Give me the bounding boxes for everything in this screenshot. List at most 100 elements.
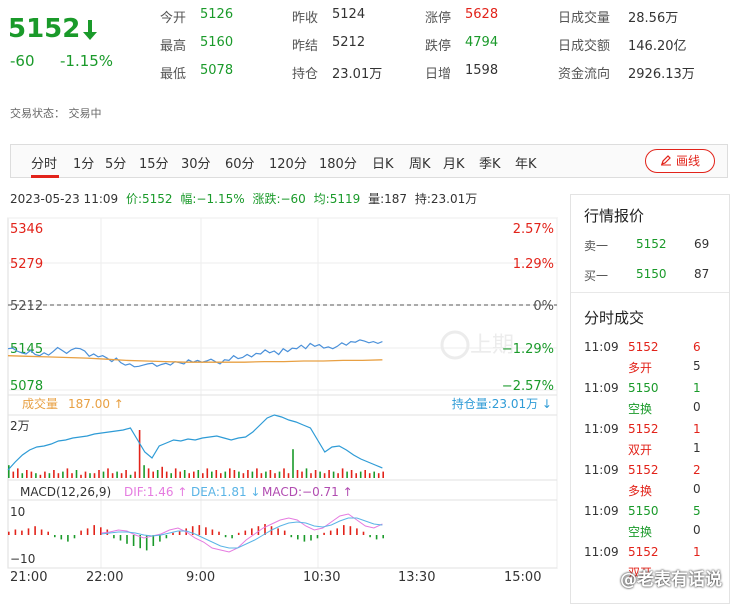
volume-bar	[53, 470, 55, 478]
volume-bar	[44, 471, 46, 478]
macd-axis-bottom: −10	[10, 552, 35, 566]
macd-histogram-bar	[237, 532, 240, 535]
volume-axis-label: 2万	[10, 419, 30, 433]
macd-histogram-bar	[264, 524, 266, 535]
trade-volume: 5	[693, 504, 701, 518]
volume-bar	[337, 473, 339, 478]
tab-period[interactable]: 1分	[73, 157, 95, 172]
macd-histogram-bar	[211, 529, 214, 535]
price-axis-label: 5078	[10, 379, 43, 394]
macd-histogram-bar	[159, 535, 161, 542]
buy1-price: 5150	[636, 267, 667, 281]
volume-bar	[287, 473, 290, 478]
average-price-line	[7, 355, 383, 363]
macd-histogram-bar	[369, 535, 371, 538]
stat-value: 5124	[332, 7, 366, 22]
trade-time: 11:09	[584, 545, 619, 559]
macd-histogram-bar	[244, 530, 247, 535]
stat-value: 28.56万	[628, 11, 679, 26]
info-volume: 量:187	[368, 192, 408, 206]
stat-label: 资金流向	[558, 67, 611, 82]
info-price: 价:5152	[125, 192, 173, 206]
volume-bar	[84, 471, 87, 478]
volume-bar	[283, 468, 285, 478]
trade-status: 交易状态： 交易中	[10, 107, 102, 120]
volume-bar	[211, 471, 213, 478]
volume-bar	[111, 473, 114, 478]
trade-type: 双开	[628, 566, 653, 580]
volume-bar	[328, 470, 330, 478]
down-arrow-icon	[83, 20, 97, 40]
volume-bar	[147, 468, 150, 478]
macd-histogram-bar	[34, 526, 36, 535]
trade-price: 5152	[628, 545, 659, 559]
macd-histogram-bar	[323, 532, 325, 535]
tab-period[interactable]: 季K	[479, 157, 501, 172]
price-axis-label: 5346	[10, 222, 43, 237]
volume-bar	[57, 473, 60, 478]
trade-type: 双开	[628, 443, 653, 457]
macd-histogram-bar	[119, 535, 122, 541]
percent-axis-label: −2.57%	[502, 379, 554, 394]
volume-bar	[301, 471, 303, 478]
draw-line-label: 画线	[675, 154, 700, 168]
volume-bar	[134, 471, 136, 478]
volume-bar	[350, 470, 353, 478]
tab-period[interactable]: 年K	[515, 157, 537, 172]
quote-panel-title: 行情报价	[584, 207, 645, 225]
volume-bar	[174, 468, 177, 478]
tab-period[interactable]: 15分	[139, 157, 169, 172]
stat-value: 5078	[200, 63, 234, 78]
price-line	[7, 339, 383, 368]
tab-period[interactable]: 月K	[443, 157, 465, 172]
tab-period[interactable]: 60分	[225, 157, 255, 172]
volume-bar	[30, 471, 33, 478]
draw-line-button[interactable]: 画线	[645, 149, 715, 173]
tab-period[interactable]: 日K	[372, 157, 394, 172]
trade-time: 11:09	[584, 463, 619, 477]
stat-label: 涨停	[425, 11, 452, 26]
active-tab-indicator	[31, 175, 59, 178]
tab-period[interactable]: 120分	[269, 157, 307, 172]
macd-histogram-bar	[172, 532, 174, 535]
pen-icon	[660, 151, 672, 173]
volume-bar	[238, 471, 240, 478]
time-tick-label: 13:30	[398, 570, 436, 585]
macd-histogram-bar	[277, 528, 279, 535]
price-axis-label: 5145	[10, 342, 43, 357]
volume-value: 187.00 ↑	[68, 397, 124, 411]
tab-period[interactable]: 5分	[105, 157, 127, 172]
volume-bar	[310, 473, 312, 478]
quote-panel: 行情报价 卖一 5152 69 买一 5150 87 分时成交 11:09 515…	[570, 194, 730, 604]
tab-period[interactable]: 周K	[409, 157, 431, 172]
trade-type: 多开	[628, 361, 653, 375]
trade-type: 空换	[628, 525, 653, 539]
volume-bar	[21, 473, 24, 478]
volume-bar	[346, 471, 348, 478]
tab-period[interactable]: 分时	[31, 157, 58, 172]
macd-histogram-bar	[139, 535, 141, 549]
macd-histogram-bar	[191, 526, 194, 535]
volume-bar	[341, 468, 344, 478]
tab-period[interactable]: 180分	[319, 157, 357, 172]
volume-bar	[179, 471, 181, 478]
macd-histogram-bar	[283, 530, 286, 535]
percent-axis-label: −1.29%	[502, 342, 554, 357]
info-average: 均:5119	[313, 192, 361, 206]
trade-oi-change: 0	[693, 400, 701, 414]
volume-bar	[364, 470, 366, 478]
macd-histogram-bar	[27, 528, 30, 535]
volume-bar	[220, 473, 222, 478]
macd-histogram-bar	[132, 535, 135, 546]
tab-period[interactable]: 30分	[181, 157, 211, 172]
volume-bar	[314, 470, 317, 478]
price-axis-label: 5279	[10, 257, 43, 272]
sell1-label: 卖一	[584, 239, 609, 253]
volume-bar	[233, 470, 236, 478]
macd-histogram-bar	[8, 531, 10, 535]
volume-bar	[229, 468, 231, 478]
trade-type: 空换	[628, 402, 653, 416]
cursor-info-line: 2023-05-23 11:09 价:5152 幅:−1.15% 涨跌:−60 …	[10, 190, 477, 207]
volume-bar	[260, 473, 263, 478]
